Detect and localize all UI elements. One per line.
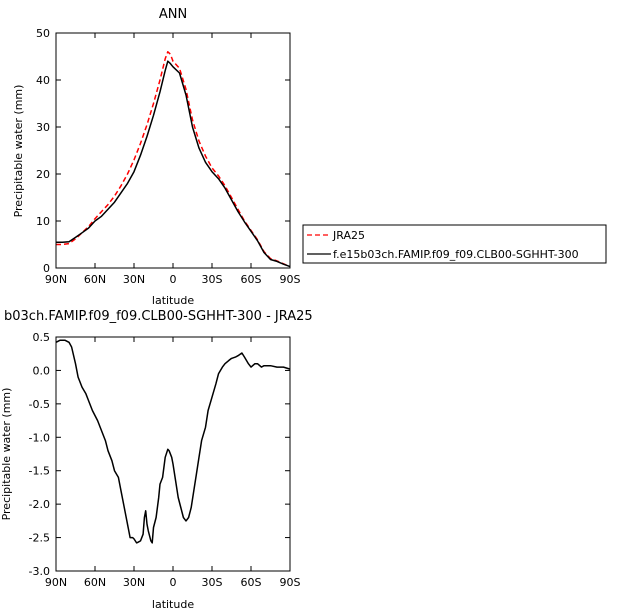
x-tick-label: 0: [170, 273, 177, 286]
legend: JRA25 f.e15b03ch.FAMIP.f09_f09.CLB00-SGH…: [302, 224, 607, 264]
y-tick-label: -3.0: [29, 565, 50, 578]
series-line-jra25: [56, 51, 291, 268]
y-tick-label: 20: [36, 168, 50, 181]
x-tick-label: 30N: [123, 273, 145, 286]
y-tick-label: -0.5: [29, 398, 50, 411]
x-tick-label: 30N: [123, 576, 145, 589]
top-panel: ANN Precipitable water (mm) latitude 0 10…: [12, 7, 301, 307]
legend-box: [302, 224, 607, 264]
x-tick-label: 60N: [84, 273, 106, 286]
y-tick-label: -1.0: [29, 431, 50, 444]
x-tick-label: 30S: [202, 273, 223, 286]
x-tick-label: 30S: [202, 576, 223, 589]
top-ylabel: Precipitable water (mm): [12, 85, 25, 218]
y-tick-label: 40: [36, 74, 50, 87]
x-tick-label: 90N: [45, 576, 67, 589]
top-axes: 0 10 20 30 40 50 90N 60N 30N 0 30S 60S 90S: [36, 27, 301, 286]
bottom-ylabel: Precipitable water (mm): [0, 388, 13, 521]
x-tick-label: 60N: [84, 576, 106, 589]
x-tick-label: 60S: [241, 576, 262, 589]
x-tick-label: 90N: [45, 273, 67, 286]
y-tick-label: 50: [36, 27, 50, 40]
x-tick-label: 0: [170, 576, 177, 589]
y-tick-label: 10: [36, 215, 50, 228]
y-tick-label: 30: [36, 121, 50, 134]
series-line-f-e15b03ch-famip-f09-f09-clb00-sghht-300: [56, 60, 291, 268]
y-tick-label: 0.5: [33, 331, 51, 344]
bottom-plot-frame: [55, 336, 291, 572]
y-tick-label: -2.5: [29, 532, 50, 545]
bottom-title: b03ch.FAMIP.f09_f09.CLB00-SGHHT-300 - JR…: [4, 309, 313, 324]
bottom-panel: b03ch.FAMIP.f09_f09.CLB00-SGHHT-300 - JR…: [0, 309, 313, 611]
bottom-axes: -3.0 -2.5 -2.0 -1.5 -1.0 -0.5 0.0 0.5 90N 60N 30N 0…: [29, 331, 301, 589]
bottom-xlabel: latitude: [152, 598, 194, 611]
top-plot-frame: [55, 32, 291, 269]
top-title: ANN: [159, 7, 187, 22]
x-tick-label: 90S: [280, 576, 301, 589]
y-tick-label: 0.0: [33, 364, 51, 377]
x-tick-label: 60S: [241, 273, 262, 286]
top-series-group: [56, 51, 291, 268]
y-tick-label: 0: [43, 262, 50, 275]
legend-label-model: f.e15b03ch.FAMIP.f09_f09.CLB00-SGHHT-300: [333, 248, 579, 261]
x-tick-label: 90S: [280, 273, 301, 286]
y-tick-label: -1.5: [29, 465, 50, 478]
bottom-series-group: [55, 339, 291, 544]
legend-label-jra25: JRA25: [332, 229, 365, 242]
top-xlabel: latitude: [152, 294, 194, 307]
y-tick-label: -2.0: [29, 498, 50, 511]
series-line-panel1-diff: [55, 339, 291, 544]
